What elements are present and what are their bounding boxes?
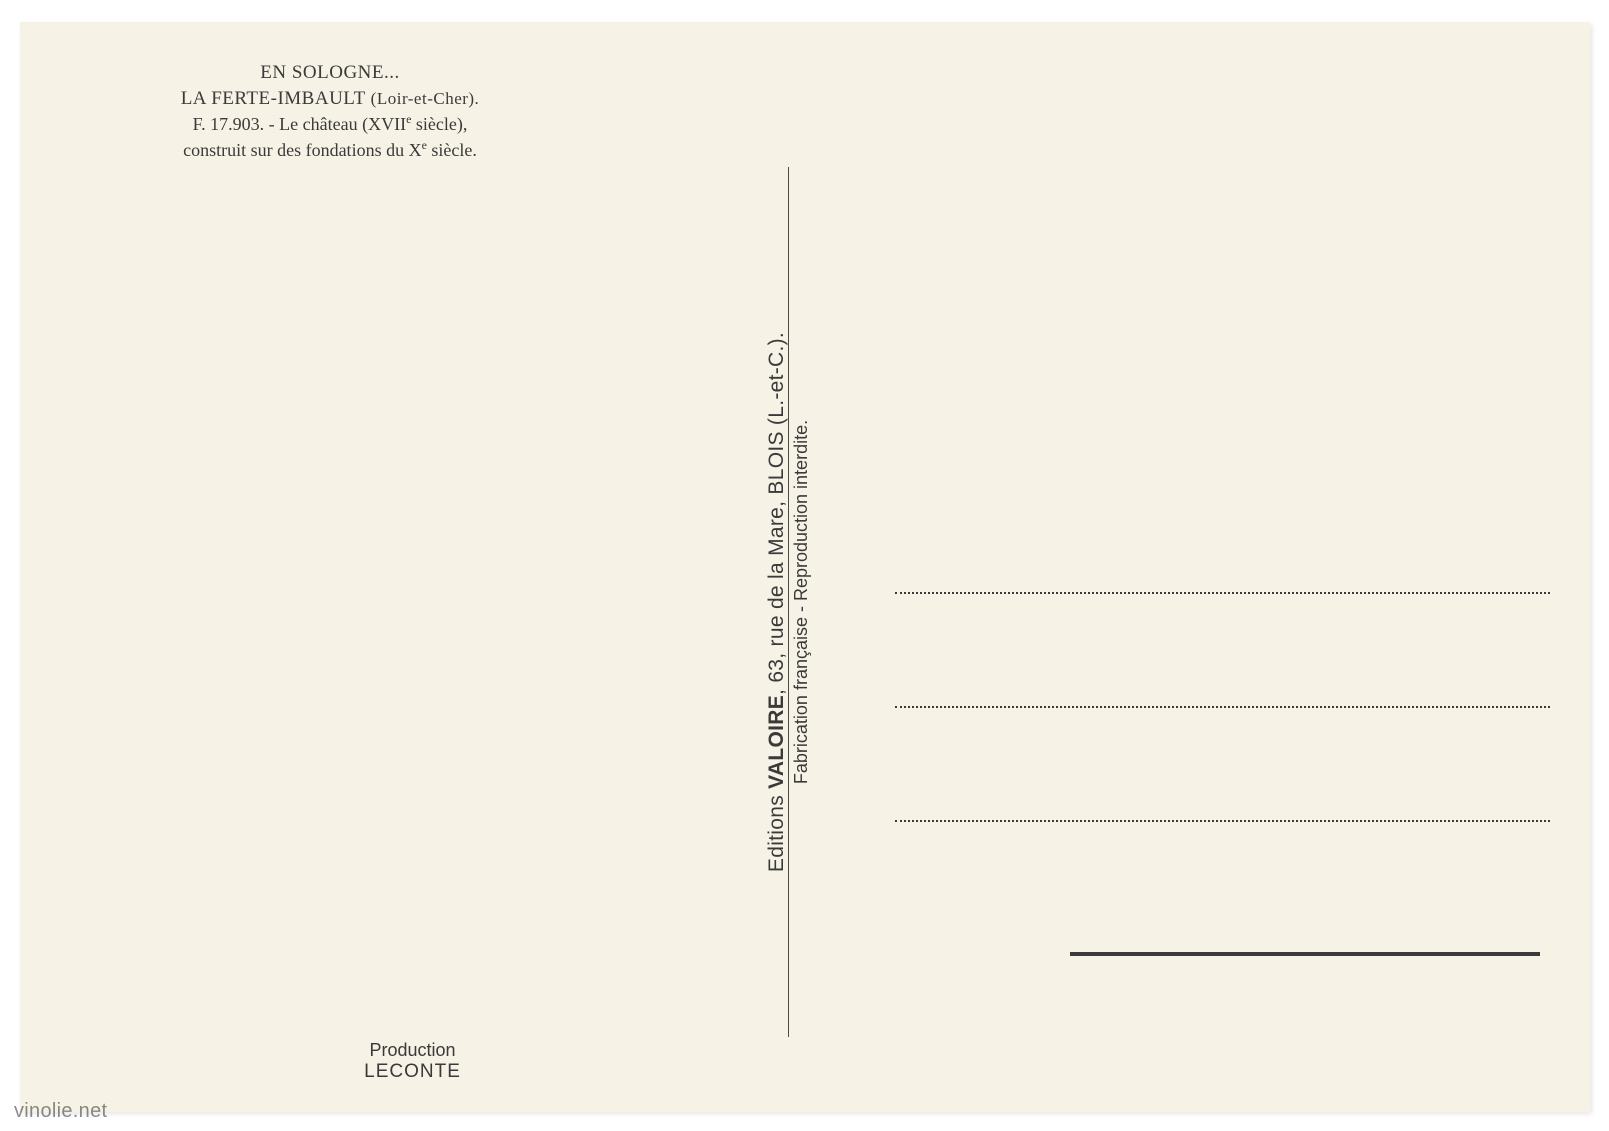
caption-block: EN SOLOGNE... LA FERTE-IMBAULT (Loir-et-… xyxy=(90,60,570,162)
caption-dept: (Loir-et-Cher). xyxy=(371,89,480,108)
publisher-line2: Fabrication française - Reproduction int… xyxy=(791,167,812,1037)
caption-desc-line: construit sur des fondations du Xe siècl… xyxy=(90,137,570,162)
address-dotted-line xyxy=(895,706,1550,708)
caption-town: LA FERTE-IMBAULT xyxy=(181,88,366,109)
caption-ref-a: F. 17.903. - Le château (XVII xyxy=(193,114,407,134)
address-lines xyxy=(895,592,1550,934)
publisher-name: VALOIRE xyxy=(765,695,788,789)
publisher-line1: Editions VALOIRE, 63, rue de la Mare, BL… xyxy=(765,167,789,1037)
caption-desc-b: siècle. xyxy=(427,140,477,160)
publisher-prefix: Editions xyxy=(765,789,788,872)
production-name: LECONTE xyxy=(20,1061,805,1083)
address-dotted-line xyxy=(895,820,1550,822)
production-block: Production LECONTE xyxy=(20,1040,805,1083)
caption-ref-line: F. 17.903. - Le château (XVIIe siècle), xyxy=(90,111,570,136)
caption-desc-a: construit sur des fondations du X xyxy=(183,140,421,160)
address-solid-line xyxy=(1070,952,1540,956)
caption-region-line: EN SOLOGNE... xyxy=(90,60,570,86)
publisher-address: , 63, rue de la Mare, BLOIS (L.-et-C.). xyxy=(765,332,788,695)
caption-ref-b: siècle), xyxy=(411,114,467,134)
address-dotted-line xyxy=(895,592,1550,594)
production-label: Production xyxy=(20,1040,805,1061)
publisher-block: Editions VALOIRE, 63, rue de la Mare, BL… xyxy=(765,167,812,1037)
postcard-back: EN SOLOGNE... LA FERTE-IMBAULT (Loir-et-… xyxy=(20,22,1590,1112)
watermark-text: vinolie.net xyxy=(14,1100,107,1123)
caption-town-line: LA FERTE-IMBAULT (Loir-et-Cher). xyxy=(90,86,570,112)
